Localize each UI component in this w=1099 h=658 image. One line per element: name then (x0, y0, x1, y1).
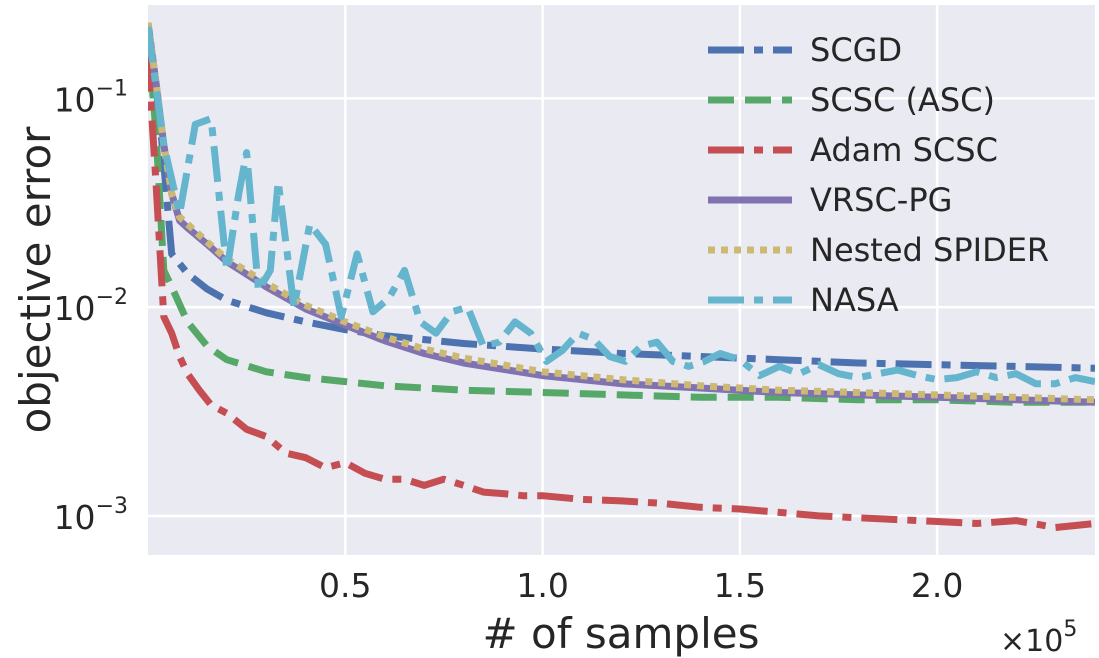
y-tick-labels: 10−110−210−3 (54, 76, 128, 537)
y-tick-label: 10−2 (54, 285, 128, 328)
series-line-scgd (148, 26, 1095, 372)
y-tick-base: 10 (54, 80, 96, 119)
legend-label-adam-scsc: Adam SCSC (810, 131, 998, 169)
legend-label-nested-spider: Nested SPIDER (810, 231, 1049, 269)
series-line-adam-scsc (148, 55, 1095, 531)
legend-label-scgd: SCGD (810, 31, 902, 69)
x-tick-label: 1.0 (516, 566, 568, 605)
y-tick-exponent: −1 (96, 76, 128, 101)
grid (148, 5, 1095, 555)
x-axis-multiplier-base: ×10 (1000, 624, 1063, 658)
series-line-nasa (148, 26, 1095, 388)
series-layer (148, 22, 1095, 531)
y-tick-exponent: −2 (96, 285, 128, 310)
x-axis-multiplier-exponent: 5 (1063, 617, 1077, 642)
y-axis-label: objective error (11, 126, 60, 434)
x-tick-labels: 0.5 1.0 1.5 2.0 (319, 566, 963, 605)
x-axis-multiplier: ×105 (1000, 617, 1077, 658)
legend-label-scsc-asc: SCSC (ASC) (810, 81, 995, 119)
y-tick-base: 10 (54, 498, 96, 537)
y-tick-label: 10−3 (54, 494, 128, 537)
y-tick-exponent: −3 (96, 494, 128, 519)
legend: SCGD SCSC (ASC) Adam SCSC VRSC-PG Nested SPI… (708, 31, 1049, 319)
legend-label-nasa: NASA (810, 281, 899, 319)
x-tick-label: 1.5 (714, 566, 766, 605)
x-tick-label: 0.5 (319, 566, 371, 605)
y-tick-base: 10 (54, 289, 96, 328)
series-line-scsc-asc (148, 35, 1095, 406)
x-tick-label: 2.0 (911, 566, 963, 605)
x-axis-label: # of samples (483, 609, 760, 658)
legend-label-vrsc-pg: VRSC-PG (810, 181, 952, 219)
y-tick-label: 10−1 (54, 76, 128, 119)
